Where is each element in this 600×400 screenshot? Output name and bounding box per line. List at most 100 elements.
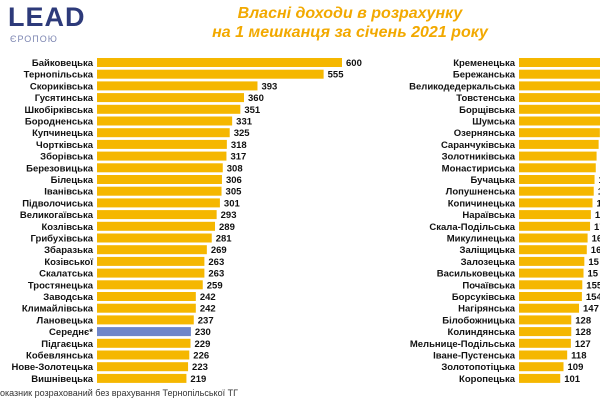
bar <box>519 198 593 208</box>
category-label: Бородненська <box>25 117 94 128</box>
bar <box>97 128 230 138</box>
category-label: Чортківська <box>36 140 94 151</box>
value-label: 230 <box>195 327 211 338</box>
chart-title-line-2: на 1 мешканця за січень 2021 року <box>212 24 488 41</box>
category-label: Підволочиська <box>22 198 93 209</box>
bar <box>97 104 241 114</box>
bar <box>97 303 196 313</box>
bar <box>97 81 258 91</box>
value-label: 393 <box>261 81 277 92</box>
category-label: Підгаєцька <box>41 339 93 350</box>
bar <box>519 175 595 184</box>
logo-subtitle: ЄРОПОЮ <box>10 34 58 44</box>
value-label: 17 <box>594 222 600 233</box>
category-label: Кобевлянська <box>26 351 94 362</box>
bar <box>519 151 597 161</box>
value-label: 600 <box>346 58 362 69</box>
value-label: 263 <box>208 269 224 280</box>
value-label: 154 <box>586 292 600 303</box>
value-label: 15 <box>588 257 599 268</box>
bar <box>519 104 600 114</box>
bar <box>519 373 561 383</box>
value-label: 101 <box>564 374 581 385</box>
footnote: оказник розрахований без врахування Терн… <box>0 388 238 398</box>
category-label: Тростянецька <box>28 280 94 291</box>
logo-wordmark: LEAD <box>8 2 86 32</box>
category-label: Середнє* <box>49 327 93 338</box>
bar <box>97 256 205 266</box>
value-label: 281 <box>216 234 233 245</box>
category-label: Нараївська <box>462 210 515 221</box>
value-label: 263 <box>208 257 224 268</box>
value-label: 16 <box>592 234 600 245</box>
value-label: 308 <box>227 163 243 174</box>
category-label: Байковецька <box>32 58 94 69</box>
category-label: Великодедеркальська <box>409 81 516 92</box>
bar <box>519 186 594 196</box>
bar <box>97 93 244 103</box>
category-label: Бучацька <box>470 175 515 186</box>
bar <box>519 163 596 173</box>
bar <box>519 93 600 103</box>
bar <box>97 58 342 67</box>
category-label: Білобожницька <box>442 315 515 326</box>
category-label: Бережанська <box>453 70 516 81</box>
category-label: Копичинецька <box>448 198 516 209</box>
bar <box>519 315 572 325</box>
category-label: Кременецька <box>453 58 516 69</box>
category-label: Коропецька <box>459 374 516 385</box>
category-label: Монастириська <box>442 163 516 174</box>
value-label: 306 <box>226 175 242 186</box>
value-label: 147 <box>583 304 599 315</box>
bar <box>97 175 222 184</box>
bar <box>519 256 585 266</box>
bar <box>97 210 217 220</box>
value-label: 1 <box>597 198 600 209</box>
category-label: Товстенська <box>456 93 515 104</box>
category-label: Золотопотіцька <box>441 362 515 373</box>
value-label: 128 <box>575 315 591 326</box>
bar <box>519 210 591 220</box>
bar <box>97 292 196 301</box>
value-label: 118 <box>571 351 586 362</box>
value-label: 128 <box>575 327 591 338</box>
category-label: Вишнівецька <box>31 374 93 385</box>
value-label: 269 <box>211 245 227 256</box>
bar <box>97 139 227 149</box>
bar <box>97 338 191 348</box>
value-label: 305 <box>226 187 243 198</box>
bar <box>97 221 216 231</box>
category-label: Почаївська <box>462 280 515 291</box>
bar <box>519 280 583 290</box>
category-label: Саранчуківська <box>441 140 516 151</box>
category-label: Великогаївська <box>20 210 94 221</box>
chart-title-line-1: Власні доходи в розрахунку <box>237 5 463 22</box>
category-label: Гусятинська <box>35 93 94 104</box>
value-label: 242 <box>200 304 216 315</box>
value-label: 318 <box>231 140 247 151</box>
category-label: Заводська <box>43 292 93 303</box>
bar <box>97 362 189 372</box>
bar <box>519 245 587 255</box>
value-label: 242 <box>200 292 216 303</box>
category-label: Колиндянська <box>448 327 516 338</box>
category-label: Борсуківська <box>452 292 516 303</box>
category-label: Козлівська <box>41 222 93 233</box>
value-label: 219 <box>190 374 206 385</box>
category-label: Березовицька <box>26 163 94 174</box>
bar <box>519 362 564 372</box>
bar <box>519 116 600 126</box>
bar <box>97 163 223 173</box>
value-label: 301 <box>224 198 241 209</box>
category-label: Зборівська <box>40 152 94 163</box>
value-label: 555 <box>328 70 345 81</box>
category-label: Козівської <box>44 257 93 268</box>
bar <box>519 327 572 337</box>
category-label: Білецька <box>51 175 94 186</box>
category-label: Шкобірківська <box>25 105 94 116</box>
bar <box>97 233 212 243</box>
chart-title: Власні доходи в розрахунку на 1 мешканця… <box>140 4 560 42</box>
bar <box>519 303 580 313</box>
value-label: 360 <box>248 93 264 104</box>
